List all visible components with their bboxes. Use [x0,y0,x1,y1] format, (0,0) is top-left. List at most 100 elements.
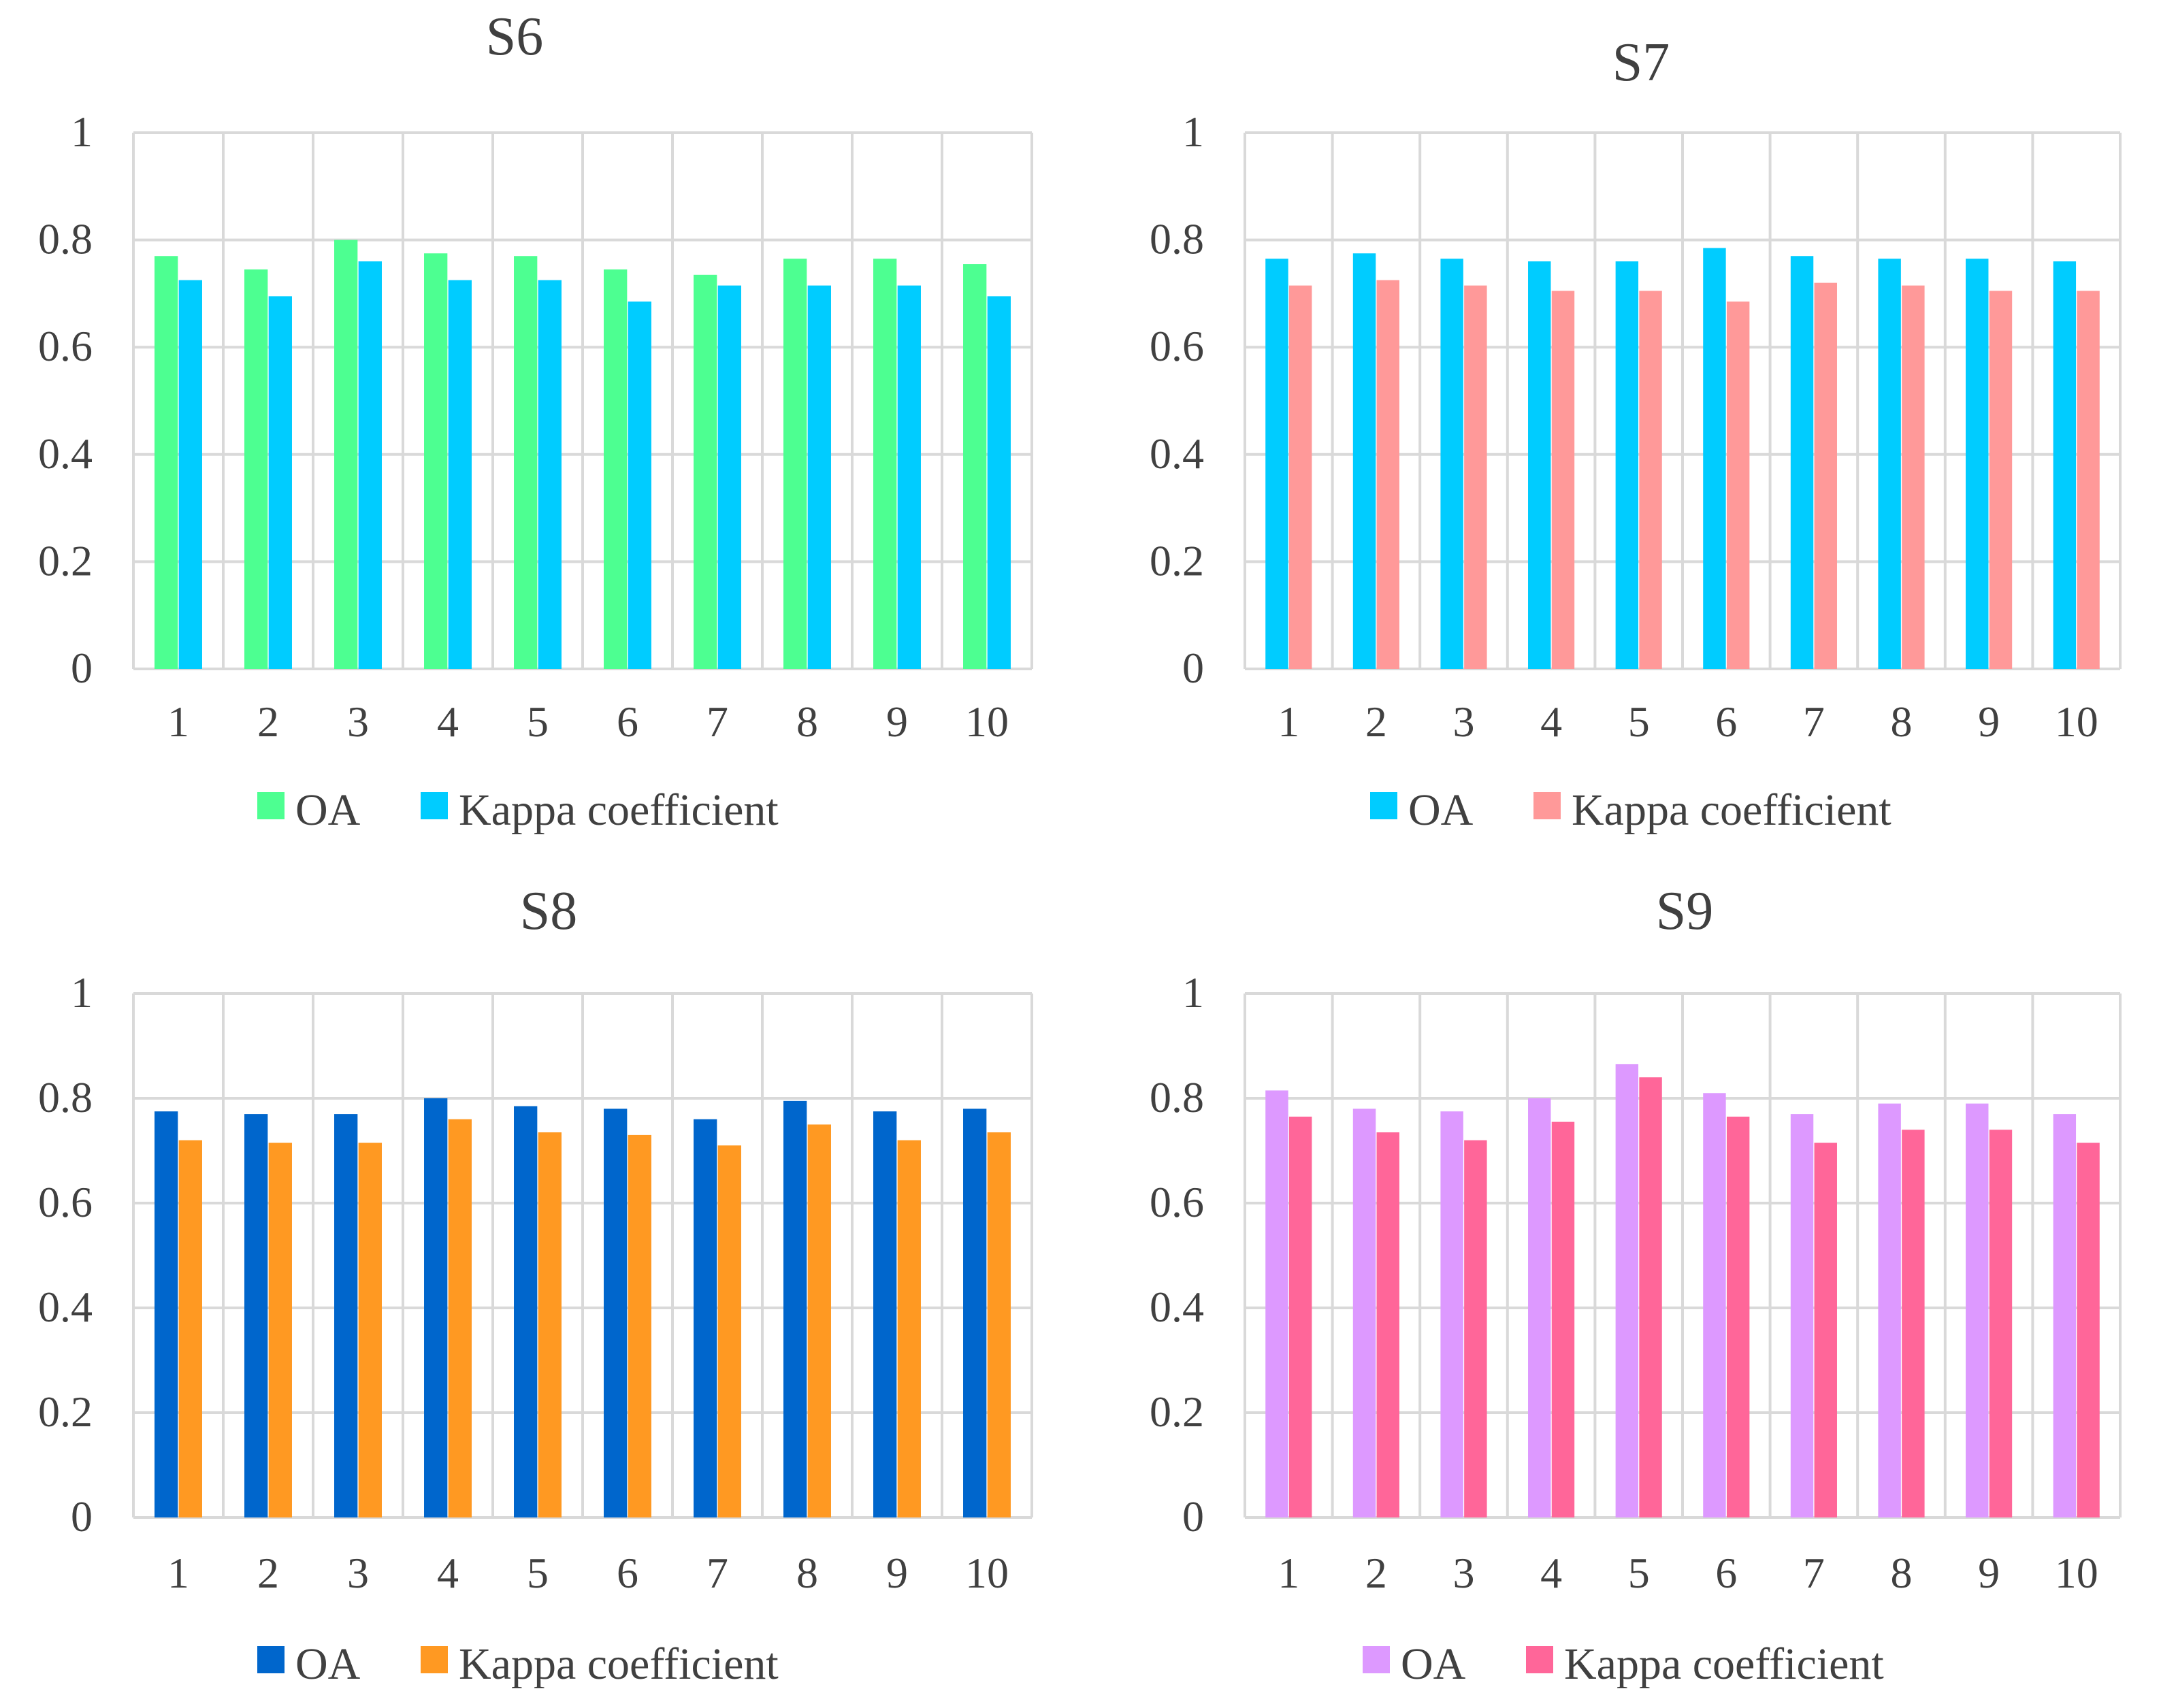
legend-swatch [1370,792,1397,819]
y-tick-label: 0.4 [38,429,93,478]
x-tick-label: 4 [1540,1549,1562,1597]
x-tick-label: 9 [886,697,908,746]
legend-label: OA [1401,1639,1466,1689]
x-tick-label: 2 [1365,1549,1387,1597]
bar-kappa [1814,1143,1837,1517]
bar-oa [334,1114,358,1517]
bar-oa [1878,1103,1901,1517]
legend-label: Kappa coefficient [459,785,779,835]
bar-kappa [1376,1132,1399,1517]
bar-oa [1703,1093,1726,1517]
y-tick-label: 1 [1182,108,1204,156]
bar-kappa [1902,1130,1925,1517]
chart-svg: S8 0 0.2 0.4 0.6 0.8 1 1 2 3 4 5 6 7 8 9 10 OA Kappa coeff… [38,881,1033,1689]
y-tick-label: 0 [71,644,93,692]
legend-swatch [1363,1646,1390,1673]
bar-oa [424,253,448,669]
x-tick-label: 8 [1891,697,1913,746]
x-tick-label: 6 [1715,1549,1737,1597]
y-tick-label: 0.4 [1150,429,1204,478]
bar-kappa [1551,291,1575,670]
bar-kappa [1726,301,1750,670]
bar-oa [604,269,628,669]
bar-kappa [178,1140,202,1517]
y-tick-label: 0.8 [1150,1073,1204,1121]
x-tick-label: 8 [796,1549,818,1597]
chart-svg: S6 0 0.2 0.4 0.6 0.8 1 1 2 3 4 5 6 7 8 9 10 OA Kappa coeff… [38,7,1033,835]
chart-panel-s9: S9 0 0.2 0.4 0.6 0.8 1 1 2 3 4 5 6 7 8 9 10 OA Kappa coeff… [1088,854,2176,1708]
bar-oa [514,256,538,669]
bar-kappa [897,285,921,670]
bar-oa [1790,256,1814,669]
x-tick-label: 2 [257,697,279,746]
chart-svg: S9 0 0.2 0.4 0.6 0.8 1 1 2 3 4 5 6 7 8 9 10 OA Kappa coeff… [1150,881,2122,1689]
bar-kappa [358,261,382,669]
bar-oa [604,1108,628,1517]
bar-oa [2053,1114,2077,1517]
y-tick-label: 0.6 [38,1178,93,1226]
bar-oa [334,240,358,670]
bar-oa [514,1106,538,1517]
y-tick-label: 0.2 [1150,536,1204,585]
bar-kappa [1989,1130,2013,1517]
x-tick-label: 4 [437,1549,459,1597]
bar-kappa [1464,1140,1487,1517]
bar-oa [1615,1064,1639,1517]
x-tick-label: 4 [1540,697,1562,746]
chart-title: S7 [1612,33,1670,93]
bar-oa [1440,259,1463,669]
y-tick-label: 1 [1182,968,1204,1017]
bar-oa [244,1114,268,1517]
x-tick-label: 2 [1365,697,1387,746]
x-tick-label: 1 [167,1549,189,1597]
y-tick-label: 0.4 [1150,1283,1204,1331]
legend-swatch [421,1646,448,1673]
chart-title: S9 [1656,881,1714,941]
bar-kappa [538,1132,562,1517]
x-tick-label: 3 [1453,697,1475,746]
x-tick-label: 3 [347,1549,369,1597]
bar-kappa [178,280,202,669]
chart-svg: S7 0 0.2 0.4 0.6 0.8 1 1 2 3 4 5 6 7 8 9 10 OA Kappa coeff… [1150,33,2122,835]
bar-kappa [268,296,292,670]
legend-swatch [1533,792,1561,819]
y-tick-label: 0.8 [1150,215,1204,263]
bar-kappa [628,301,651,670]
bar-oa [873,259,897,669]
legend-label: OA [1408,785,1474,835]
bar-kappa [1288,1116,1312,1517]
bar-kappa [1639,1077,1662,1517]
x-tick-label: 7 [1803,697,1825,746]
bar-kappa [1814,282,1837,669]
y-tick-label: 0 [1182,1492,1204,1541]
x-tick-label: 2 [257,1549,279,1597]
bar-oa [1878,259,1901,669]
bar-kappa [1376,280,1399,669]
bar-oa [783,1100,807,1517]
bar-oa [1440,1111,1463,1517]
bar-kappa [448,1119,472,1517]
chart-panel-s7: S7 0 0.2 0.4 0.6 0.8 1 1 2 3 4 5 6 7 8 9 10 OA Kappa coeff… [1088,0,2176,854]
bar-oa [1790,1114,1814,1517]
legend-label: Kappa coefficient [1564,1639,1884,1689]
x-tick-label: 9 [886,1549,908,1597]
y-tick-label: 0.6 [1150,322,1204,370]
bar-oa [2053,261,2077,669]
bar-kappa [1288,285,1312,670]
legend-label: OA [295,785,361,835]
bar-kappa [2077,1143,2100,1517]
legend-label: OA [295,1639,361,1689]
bar-kappa [628,1134,651,1517]
bar-oa [1352,253,1376,669]
bar-kappa [448,280,472,669]
bar-kappa [1902,285,1925,670]
bar-kappa [1989,291,2013,670]
x-tick-label: 6 [617,1549,638,1597]
bar-kappa [1464,285,1487,670]
bar-oa [963,264,987,669]
x-tick-label: 3 [347,697,369,746]
x-tick-label: 5 [527,1549,549,1597]
bar-oa [155,1111,178,1517]
y-tick-label: 0.2 [38,1387,93,1436]
y-tick-label: 0.2 [1150,1387,1204,1436]
